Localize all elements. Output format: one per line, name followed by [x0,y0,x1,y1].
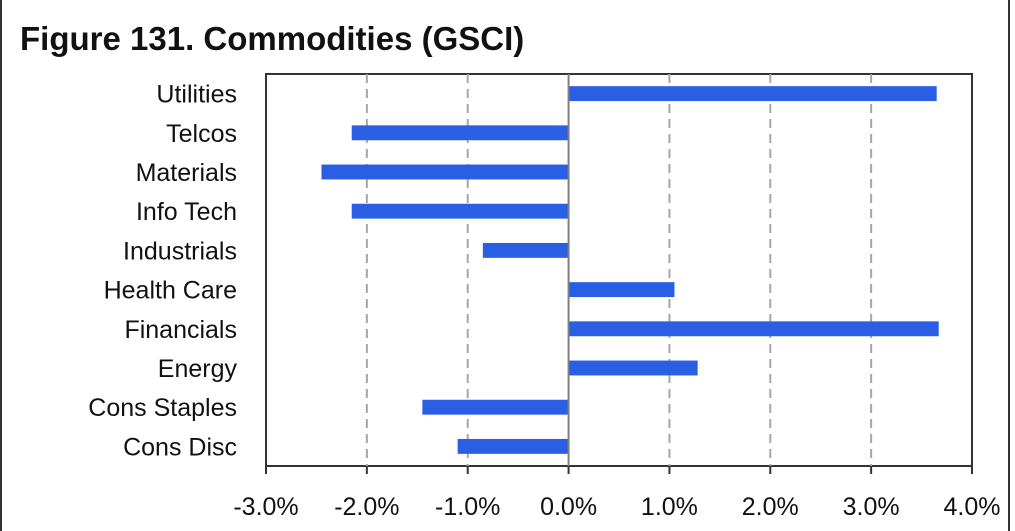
chart-title: Figure 131. Commodities (GSCI) [20,20,525,57]
bar-health-care [568,282,675,298]
bar-cons-disc [457,438,569,454]
category-label: Industrials [123,237,237,265]
bar-materials [321,164,569,180]
bar-financials [568,321,939,337]
bars [321,86,939,454]
x-tick-label: -3.0% [233,493,298,521]
x-tick-label: 4.0% [944,493,1001,521]
bar-energy [568,360,698,376]
x-tick-label: -1.0% [435,493,500,521]
category-label: Health Care [104,277,237,305]
category-label: Energy [158,355,238,383]
category-label: Cons Disc [123,433,237,461]
category-label: Materials [136,159,237,187]
category-label: Financials [124,316,237,344]
plot-area [265,73,973,467]
bar-cons-staples [422,399,569,415]
category-label: Utilities [156,81,237,109]
bar-info-tech [351,203,569,219]
x-tick-label: -2.0% [334,493,399,521]
category-label: Telcos [166,120,237,148]
bar-industrials [482,242,569,258]
x-tick-label: 2.0% [742,493,799,521]
x-tick-label: 3.0% [843,493,900,521]
category-labels: Utilities Telcos Materials Info Tech Industr… [88,81,237,462]
x-axis-ticks: -3.0% -2.0% -1.0% 0.0% 1.0% 2.0% 3.0% 4.0% [233,466,1000,521]
bar-telcos [351,125,569,141]
bar-utilities [568,86,937,102]
x-tick-label: 0.0% [540,493,597,521]
x-tick-label: 1.0% [641,493,698,521]
category-label: Cons Staples [88,394,237,422]
category-label: Info Tech [136,198,237,226]
